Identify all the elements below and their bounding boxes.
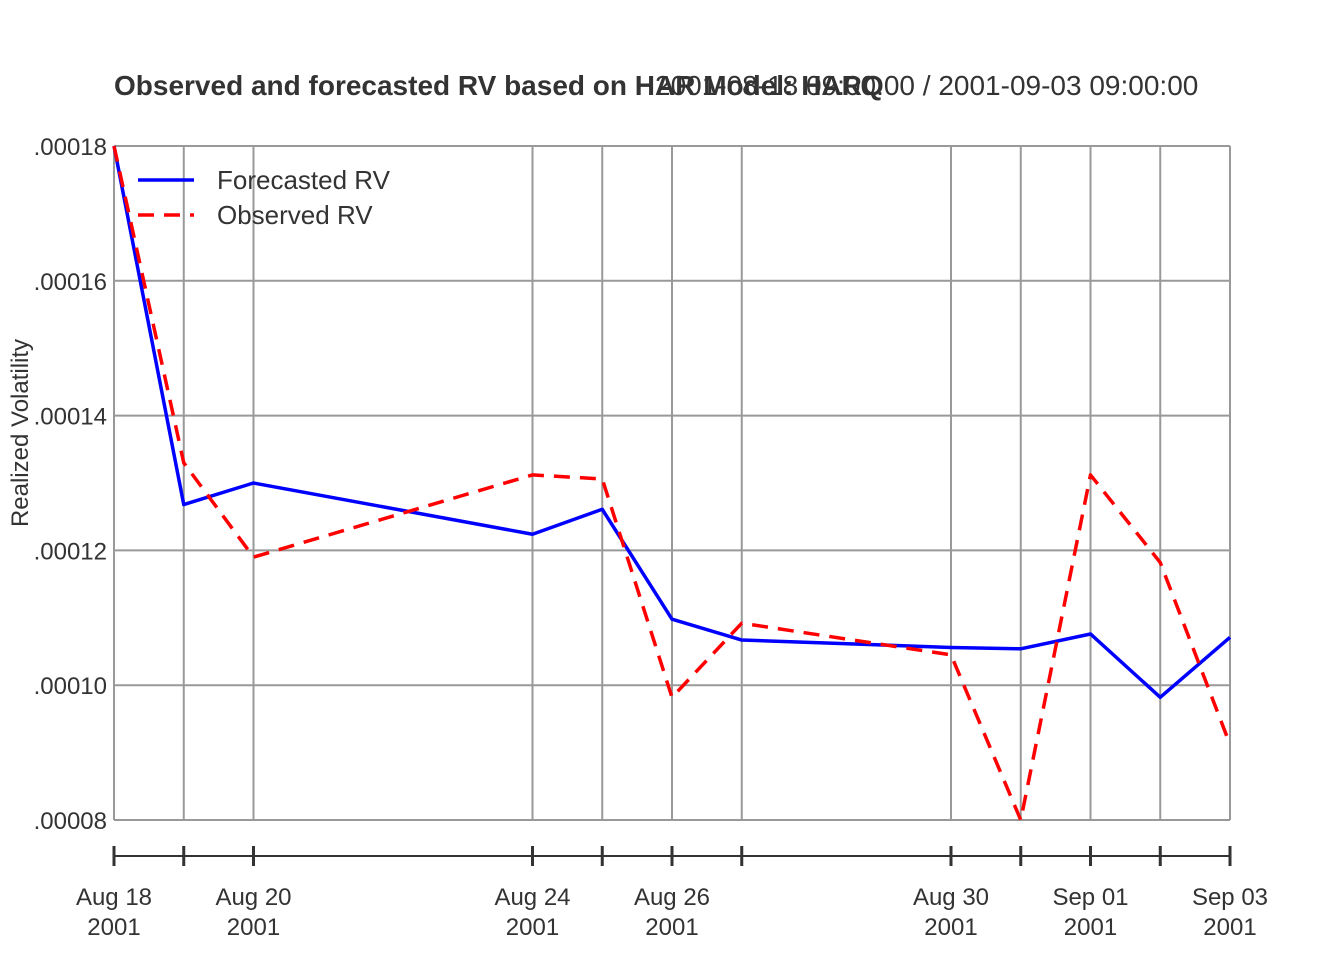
x-tick-label: 2001: [645, 914, 698, 941]
data-point: [1160, 562, 1161, 563]
data-point: [602, 509, 603, 510]
x-tick-label: 2001: [1203, 914, 1256, 941]
data-point: [1090, 633, 1091, 634]
y-tick-label: .00010: [34, 673, 107, 700]
series-line-forecasted-rv: [112, 145, 1232, 700]
series-line-observed-rv: [112, 145, 1232, 822]
data-point: [672, 619, 673, 620]
y-tick-label: .00014: [34, 404, 107, 431]
x-tick-label: Sep 01: [1052, 884, 1128, 911]
grid: [113, 145, 1231, 821]
data-point: [672, 697, 673, 698]
data-point: [532, 474, 533, 475]
data-point: [1020, 648, 1021, 649]
data-point: [951, 647, 952, 648]
x-tick-label: 2001: [227, 914, 280, 941]
x-tick-label: Aug 24: [494, 884, 570, 911]
data-point: [183, 504, 184, 505]
x-axis: Aug 18 2001 Aug 20 2001 Aug 24 2001 Aug 26 2001…: [76, 846, 1268, 941]
x-tick-label: Aug 26: [634, 884, 710, 911]
y-tick-label: .00016: [34, 269, 107, 296]
data-point: [951, 654, 952, 655]
series-lines: [112, 145, 1232, 822]
y-tick-label: .00012: [34, 538, 107, 565]
x-tick-label: Aug 30: [913, 884, 989, 911]
y-tick-label: .00008: [34, 808, 107, 835]
data-point: [741, 623, 742, 624]
x-tick-label: 2001: [87, 914, 140, 941]
data-point: [1090, 474, 1091, 475]
y-axis-label: Realized Volatility: [7, 339, 34, 527]
y-axis: .00008 .00010 .00012 .00014 .00016 .00018: [34, 134, 107, 835]
data-point: [253, 483, 254, 484]
data-point: [1160, 697, 1161, 698]
data-point: [183, 462, 184, 463]
data-point: [532, 534, 533, 535]
data-point: [114, 146, 115, 147]
data-point: [1230, 637, 1231, 638]
legend-label: Forecasted RV: [217, 165, 391, 195]
chart-subtitle: 2001-08-18 09:00:00 / 2001-09-03 09:00:0…: [655, 70, 1198, 101]
x-tick-label: Aug 18: [76, 884, 152, 911]
legend-label: Observed RV: [217, 200, 373, 230]
x-tick-label: 2001: [506, 914, 559, 941]
y-tick-label: .00018: [34, 134, 107, 161]
data-point: [1020, 820, 1021, 821]
data-point: [602, 478, 603, 479]
data-point: [1230, 744, 1231, 745]
x-tick-label: Aug 20: [215, 884, 291, 911]
legend: Forecasted RV Observed RV: [138, 165, 391, 230]
x-tick-label: Sep 03: [1192, 884, 1268, 911]
data-point: [253, 557, 254, 558]
x-tick-label: 2001: [1064, 914, 1117, 941]
x-tick-label: 2001: [924, 914, 977, 941]
data-point: [741, 640, 742, 641]
chart-title: Observed and forecasted RV based on HAR …: [114, 70, 884, 101]
